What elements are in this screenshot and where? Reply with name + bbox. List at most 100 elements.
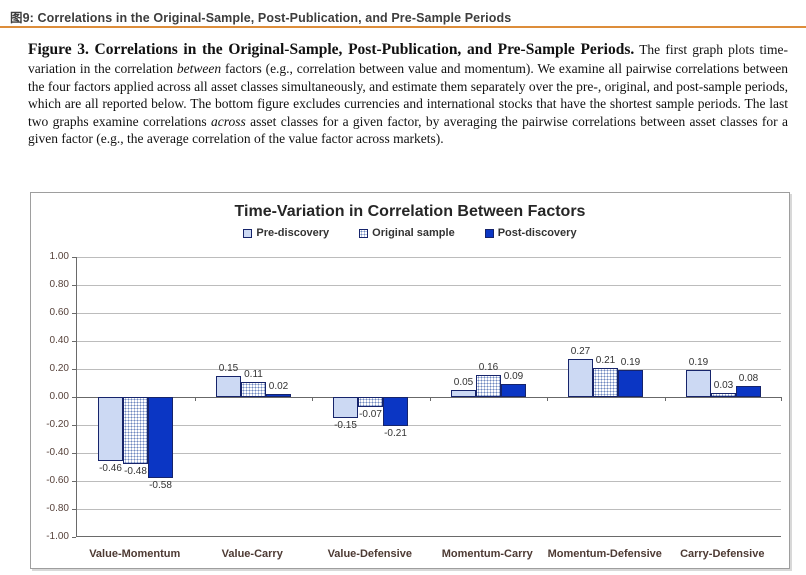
y-axis-tick <box>72 425 76 426</box>
caption-title: Figure 3. Correlations in the Original-S… <box>28 41 635 58</box>
y-tick-label: 0.60 <box>49 307 69 318</box>
zero-gridline <box>77 397 781 398</box>
bar-pre-discovery <box>98 397 123 461</box>
category-axis-tick <box>430 397 431 401</box>
y-axis-tick <box>72 341 76 342</box>
bar-post-discovery <box>383 397 408 426</box>
bar-value-label: 0.05 <box>453 377 474 388</box>
bar-post-discovery <box>618 370 643 397</box>
caption-text-segment: The first graph plots time-variation in … <box>28 42 789 77</box>
caption-text-segment: across <box>211 113 246 129</box>
plot-area: -0.46 -0.48 -0.58 0.15 0.11 0.02 -0.15 -0.07 -0.… <box>76 257 782 537</box>
bar-original-sample <box>358 397 383 407</box>
gridline <box>77 369 781 370</box>
y-tick-label: -0.80 <box>46 503 69 514</box>
bar-value-label: -0.48 <box>124 466 147 477</box>
bar-original-sample <box>476 375 501 397</box>
bar-pre-discovery <box>451 390 476 397</box>
bar-value-label: -0.58 <box>149 480 172 491</box>
caption-body: The first graph plots time-variation in … <box>28 42 788 146</box>
legend-label-post-discovery: Post-discovery <box>497 227 577 239</box>
gridline <box>77 481 781 482</box>
legend-swatch-pre-discovery <box>243 228 253 238</box>
legend-item-post-discovery: Post-discovery <box>484 227 577 239</box>
bar-original-sample <box>123 397 148 464</box>
y-axis-tick <box>72 285 76 286</box>
bar-value-label: 0.11 <box>244 369 263 380</box>
bar-value-label: 0.21 <box>595 355 616 366</box>
bar-value-label: -0.15 <box>334 420 357 431</box>
gridline <box>77 257 781 258</box>
x-category-label: Value-Defensive <box>327 548 412 560</box>
chart: Time-Variation in Correlation Between Fa… <box>30 192 790 569</box>
bar-value-label: -0.07 <box>359 409 382 420</box>
y-axis-tick <box>72 509 76 510</box>
category-axis-tick <box>195 397 196 401</box>
bar-value-label: -0.21 <box>384 428 407 439</box>
bar-pre-discovery <box>333 397 358 418</box>
y-tick-label: -0.20 <box>46 419 69 430</box>
bar-post-discovery <box>266 394 291 397</box>
header-title: 图9: Correlations in the Original-Sample,… <box>10 11 511 25</box>
gridline <box>77 341 781 342</box>
caption-text-segment: between <box>176 61 222 77</box>
legend-label-pre-discovery: Pre-discovery <box>256 227 330 239</box>
bar-value-label: 0.15 <box>218 363 239 374</box>
y-tick-label: 0.00 <box>49 391 69 402</box>
y-tick-label: -0.40 <box>46 447 69 458</box>
x-category-label: Momentum-Defensive <box>547 548 662 560</box>
chart-legend: Pre-discovery Original sample Post-disco… <box>31 227 789 239</box>
legend-label-original-sample: Original sample <box>372 227 455 239</box>
y-axis-tick <box>72 537 76 538</box>
x-category-label: Value-Momentum <box>89 548 181 560</box>
y-tick-label: 1.00 <box>49 251 69 262</box>
bar-original-sample <box>241 382 266 397</box>
gridline <box>77 453 781 454</box>
window-header: 图9: Correlations in the Original-Sample,… <box>0 0 806 28</box>
y-axis-tick <box>72 453 76 454</box>
bar-post-discovery <box>501 384 526 397</box>
category-axis-tick <box>781 397 782 401</box>
y-tick-label: 0.80 <box>49 279 69 290</box>
figure-number-prefix: 图9: <box>10 11 34 25</box>
category-axis-tick <box>665 397 666 401</box>
y-tick-label: -0.60 <box>46 475 69 486</box>
gridline <box>77 425 781 426</box>
y-axis-tick <box>72 257 76 258</box>
bar-pre-discovery <box>686 370 711 397</box>
y-axis-tick <box>72 369 76 370</box>
category-axis-tick <box>547 397 548 401</box>
y-axis-tick <box>72 397 76 398</box>
bar-value-label: 0.02 <box>268 381 289 392</box>
y-axis-tick <box>72 481 76 482</box>
x-category-label: Value-Carry <box>221 548 283 560</box>
y-tick-label: 0.40 <box>49 335 69 346</box>
bar-value-label: 0.09 <box>503 371 524 382</box>
bar-original-sample <box>593 368 618 397</box>
gridline <box>77 285 781 286</box>
caption-text-segment: asset classes for a given factor, by ave… <box>28 113 788 147</box>
y-tick-label: -1.00 <box>46 531 69 542</box>
bar-pre-discovery <box>216 376 241 397</box>
bar-post-discovery <box>148 397 173 478</box>
bar-post-discovery <box>736 386 761 397</box>
header-title-text: Correlations in the Original-Sample, Pos… <box>37 11 512 25</box>
bar-value-label: 0.19 <box>688 357 709 368</box>
chart-title: Time-Variation in Correlation Between Fa… <box>234 203 586 220</box>
y-tick-label: 0.20 <box>49 363 69 374</box>
legend-item-original-sample: Original sample <box>359 227 455 239</box>
bar-value-label: -0.46 <box>99 463 122 474</box>
legend-swatch-post-discovery <box>484 228 494 238</box>
bar-pre-discovery <box>568 359 593 397</box>
legend-item-pre-discovery: Pre-discovery <box>243 227 329 239</box>
legend-swatch-original-sample <box>359 228 369 238</box>
y-axis-tick <box>72 313 76 314</box>
gridline <box>77 313 781 314</box>
x-category-label: Momentum-Carry <box>441 548 533 560</box>
bar-value-label: 0.19 <box>620 357 641 368</box>
figure-caption: Figure 3. Correlations in the Original-S… <box>28 40 788 148</box>
bar-value-label: 0.16 <box>478 362 499 373</box>
bar-value-label: 0.27 <box>570 346 591 357</box>
bar-original-sample <box>711 393 736 397</box>
